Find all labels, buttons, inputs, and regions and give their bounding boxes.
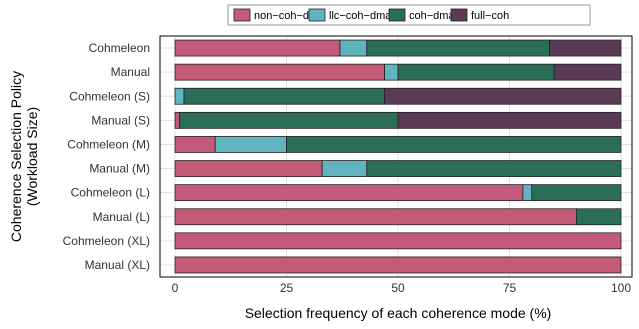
bar-segment [174,184,524,202]
bar-segment [174,208,577,226]
bar-segment [576,208,622,226]
bar-segment [179,111,399,129]
x-tick-label: 100 [611,281,631,295]
x-tick-labels: 0 25 50 75 100 [172,281,632,295]
y-tick-label: Cohmeleon (M) [67,137,150,151]
y-tick-labels: Cohmeleon Manual Cohmeleon (S) Manual (S) Co… [63,41,150,272]
x-tick-label: 25 [280,281,294,295]
bar-segment [397,63,555,81]
bar-segment [549,39,622,57]
bar-segment [384,63,399,81]
x-axis-title: Selection frequency of each coherence mo… [245,305,552,321]
bar-segment [174,256,622,274]
y-tick-label: Cohmeleon (S) [69,89,150,103]
y-axis-title: Coherence Selection Policy (Workload Siz… [8,71,40,242]
x-tick-label: 50 [391,281,405,295]
bar-segment [183,87,386,105]
bar-segment [531,184,622,202]
y-tick-label: Cohmeleon (XL) [63,234,150,248]
legend-label: coh−dma [409,10,455,22]
y-tick-label: Manual (L) [93,210,150,224]
bar-segment [339,39,368,57]
bar-segment [397,111,622,129]
x-tick-label: 0 [172,281,179,295]
bar-segment [366,160,622,177]
bar-segment [321,160,368,177]
bar-segment [286,136,622,153]
y-axis-title-line-1: Coherence Selection Policy [8,71,24,242]
y-tick-label: Manual (M) [89,162,150,176]
bar-segment [366,39,551,57]
legend-swatch [308,8,326,22]
bar-segment [174,160,323,177]
y-tick-label: Manual [111,65,150,79]
y-axis-title-line-2: (Workload Size) [24,107,40,206]
plot-frame [159,35,633,278]
bar-segment [174,39,341,57]
bar-segment [174,87,185,105]
y-tick-label: Cohmeleon (L) [71,186,150,200]
y-tick-label: Manual (XL) [85,258,150,272]
legend-label: llc−coh−dma [329,10,392,22]
legend: non−coh−dma llc−coh−dma coh−dma full−coh [227,4,591,26]
y-tick-label: Manual (S) [91,113,150,127]
legend-swatch [450,8,468,22]
legend-swatch [388,8,406,22]
legend-label: full−coh [471,10,509,22]
y-tick-label: Cohmeleon [89,41,150,55]
bar-segment [522,184,533,202]
legend-label: non−coh−dma [254,10,325,22]
bar-segment [384,87,622,105]
bar-segment [174,111,180,129]
x-tick-label: 75 [503,281,517,295]
legend-swatch [233,8,251,22]
bars [174,39,622,274]
bar-segment [174,136,216,153]
bar-segment [214,136,287,153]
bar-segment [174,232,622,250]
bar-segment [174,63,386,81]
bar-segment [553,63,622,81]
